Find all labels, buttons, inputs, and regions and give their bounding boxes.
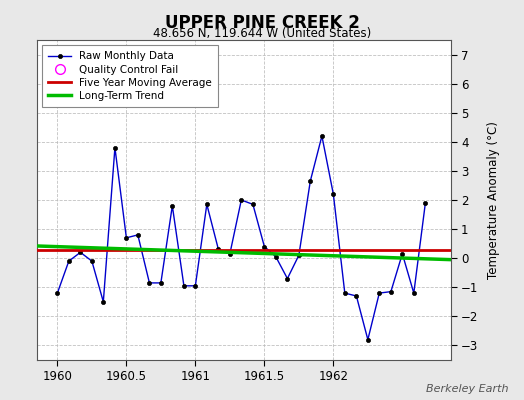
Raw Monthly Data <box>100 300 106 304</box>
Raw Monthly Data <box>146 280 152 285</box>
Y-axis label: Temperature Anomaly (°C): Temperature Anomaly (°C) <box>487 121 500 279</box>
Raw Monthly Data <box>284 276 290 281</box>
Raw Monthly Data <box>158 280 164 285</box>
Line: Raw Monthly Data: Raw Monthly Data <box>56 134 428 342</box>
Raw Monthly Data <box>342 291 348 296</box>
Raw Monthly Data <box>192 284 199 288</box>
Raw Monthly Data <box>365 337 371 342</box>
Raw Monthly Data <box>399 252 406 256</box>
Raw Monthly Data <box>77 250 83 255</box>
Raw Monthly Data <box>238 198 245 202</box>
Raw Monthly Data <box>353 294 359 298</box>
Raw Monthly Data <box>272 254 279 259</box>
Raw Monthly Data <box>307 179 313 184</box>
Raw Monthly Data <box>330 192 336 196</box>
Text: UPPER PINE CREEK 2: UPPER PINE CREEK 2 <box>165 14 359 32</box>
Raw Monthly Data <box>296 253 302 258</box>
Legend: Raw Monthly Data, Quality Control Fail, Five Year Moving Average, Long-Term Tren: Raw Monthly Data, Quality Control Fail, … <box>42 45 219 107</box>
Raw Monthly Data <box>388 289 394 294</box>
Raw Monthly Data <box>411 291 417 296</box>
Text: 48.656 N, 119.644 W (United States): 48.656 N, 119.644 W (United States) <box>153 27 371 40</box>
Raw Monthly Data <box>89 259 95 264</box>
Raw Monthly Data <box>422 200 429 205</box>
Raw Monthly Data <box>123 236 129 240</box>
Raw Monthly Data <box>181 284 187 288</box>
Raw Monthly Data <box>227 252 233 256</box>
Raw Monthly Data <box>112 145 118 150</box>
Raw Monthly Data <box>54 291 61 296</box>
Raw Monthly Data <box>261 244 268 249</box>
Raw Monthly Data <box>66 259 72 264</box>
Raw Monthly Data <box>169 204 176 208</box>
Raw Monthly Data <box>376 291 383 296</box>
Raw Monthly Data <box>319 134 325 138</box>
Raw Monthly Data <box>215 247 222 252</box>
Text: Berkeley Earth: Berkeley Earth <box>426 384 508 394</box>
Raw Monthly Data <box>135 232 141 237</box>
Raw Monthly Data <box>250 202 256 207</box>
Raw Monthly Data <box>204 202 210 207</box>
